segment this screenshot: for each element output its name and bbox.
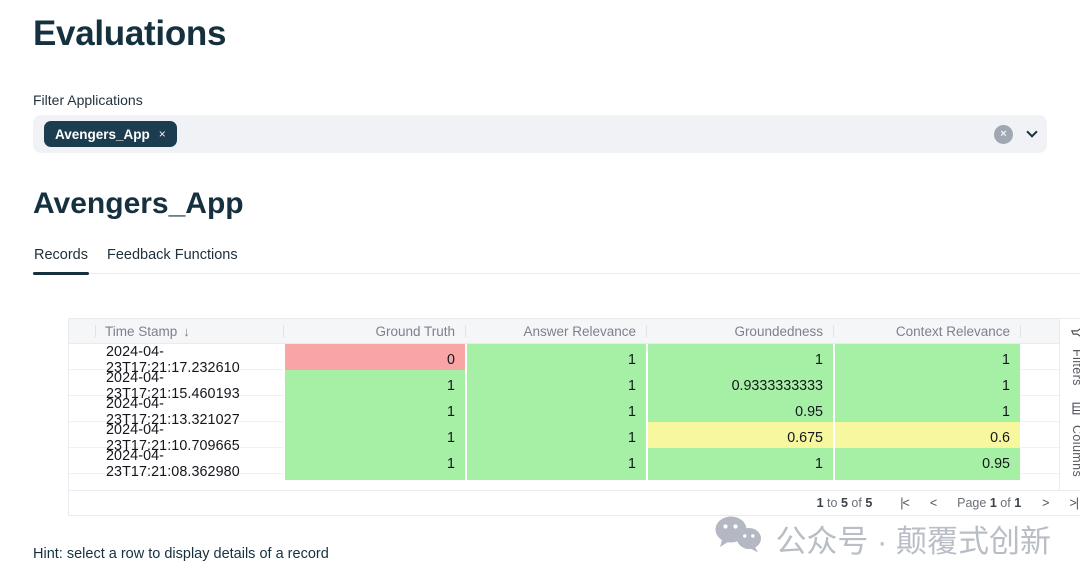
filters-panel-button[interactable]: Filters <box>1070 326 1080 386</box>
column-header-time-stamp[interactable]: Time Stamp ↓ <box>95 319 283 343</box>
groundedness-cell: 1 <box>646 448 833 480</box>
column-header-ground-truth[interactable]: Ground Truth <box>283 319 465 343</box>
column-header-answer-relevance[interactable]: Answer Relevance <box>465 319 646 343</box>
page-word: Page <box>957 496 986 510</box>
next-page-button[interactable]: > <box>1042 496 1048 510</box>
row-marker-header <box>69 319 95 343</box>
page-current: 1 <box>990 496 997 510</box>
filter-funnel-icon <box>1071 326 1080 344</box>
column-header-label: Groundedness <box>734 324 823 339</box>
table-row[interactable]: 2024-04-23T17:21:17.232610 0 1 1 1 <box>69 344 1059 370</box>
sort-desc-icon: ↓ <box>183 324 190 339</box>
range-end: 5 <box>841 496 848 510</box>
records-table: Time Stamp ↓ Ground Truth Answer Relevan… <box>68 318 1080 516</box>
column-header-context-relevance[interactable]: Context Relevance <box>833 319 1020 343</box>
tab-bar: Records Feedback Functions <box>33 247 1080 274</box>
row-range-text: 1 to 5 of 5 <box>817 496 873 510</box>
table-row[interactable]: 2024-04-23T17:21:13.321027 1 1 0.95 1 <box>69 396 1059 422</box>
last-page-button[interactable]: >| <box>1069 496 1078 510</box>
table-pagination: 1 to 5 of 5 |< < Page 1 of 1 > >| <box>69 490 1080 515</box>
ground-truth-cell: 1 <box>283 448 465 480</box>
filter-applications-multiselect[interactable]: Avengers_App × × <box>33 115 1047 153</box>
column-header-label: Answer Relevance <box>523 324 636 339</box>
app-heading: Avengers_App <box>33 187 1080 221</box>
watermark: 公众号 · 颠覆式创新 <box>714 515 1051 561</box>
chip-remove-icon[interactable]: × <box>159 127 166 141</box>
columns-grid-icon <box>1071 402 1080 420</box>
page-title: Evaluations <box>33 14 1080 54</box>
prev-page-button[interactable]: < <box>930 496 936 510</box>
range-of-word: of <box>851 496 861 510</box>
table-row[interactable]: 2024-04-23T17:21:08.362980 1 1 1 0.95 <box>69 448 1059 474</box>
column-header-spacer <box>1020 319 1059 343</box>
first-page-button[interactable]: |< <box>900 496 909 510</box>
table-row[interactable]: 2024-04-23T17:21:10.709665 1 1 0.675 0.6 <box>69 422 1059 448</box>
columns-panel-label: Columns <box>1070 425 1080 477</box>
tab-feedback-functions[interactable]: Feedback Functions <box>106 247 239 273</box>
tab-records[interactable]: Records <box>33 247 89 273</box>
range-total: 5 <box>865 496 872 510</box>
filters-panel-label: Filters <box>1070 349 1080 386</box>
table-side-panel: Filters Columns <box>1059 319 1080 490</box>
page-total: 1 <box>1014 496 1021 510</box>
columns-panel-button[interactable]: Columns <box>1070 402 1080 477</box>
wechat-icon <box>714 515 762 561</box>
context-relevance-cell: 0.95 <box>833 448 1020 480</box>
filter-applications-label: Filter Applications <box>33 92 1080 108</box>
chevron-down-icon[interactable] <box>1026 126 1037 137</box>
page-of-word: of <box>1000 496 1010 510</box>
selected-app-chip-label: Avengers_App <box>55 127 150 142</box>
clear-all-icon[interactable]: × <box>994 125 1013 144</box>
time-stamp-cell: 2024-04-23T17:21:08.362980 <box>95 448 283 480</box>
answer-relevance-cell: 1 <box>465 448 646 480</box>
page-indicator: Page 1 of 1 <box>957 496 1021 510</box>
column-header-label: Ground Truth <box>375 324 455 339</box>
row-marker-cell <box>69 448 95 480</box>
selected-app-chip[interactable]: Avengers_App × <box>44 121 177 147</box>
column-header-label: Context Relevance <box>896 324 1010 339</box>
column-header-groundedness[interactable]: Groundedness <box>646 319 833 343</box>
range-to-word: to <box>827 496 837 510</box>
column-header-label: Time Stamp <box>105 324 177 339</box>
table-row[interactable]: 2024-04-23T17:21:15.460193 1 1 0.9333333… <box>69 370 1059 396</box>
watermark-text: 公众号 · 颠覆式创新 <box>775 516 1051 561</box>
range-start: 1 <box>817 496 824 510</box>
table-header-row: Time Stamp ↓ Ground Truth Answer Relevan… <box>69 319 1059 344</box>
row-spacer-cell <box>1020 448 1059 480</box>
